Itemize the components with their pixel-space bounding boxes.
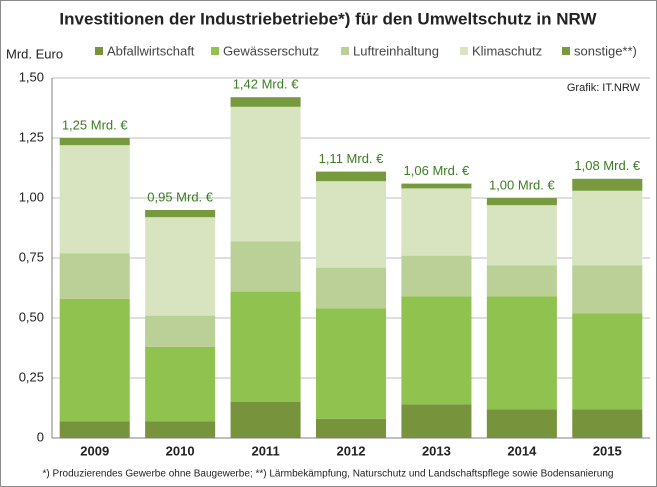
legend-label: Gewässerschutz (223, 43, 319, 58)
bar-segment (401, 188, 472, 256)
bar-segment (315, 308, 387, 419)
y-tick-label: 0,50 (19, 309, 44, 324)
bar-segment (59, 253, 130, 299)
bar-segment (315, 181, 387, 268)
bar-segment (401, 404, 472, 438)
y-tick-label: 0,75 (19, 249, 44, 264)
bar-segment (59, 421, 130, 438)
legend-swatch (341, 47, 349, 55)
x-tick-label: 2009 (80, 443, 109, 458)
legend-swatch (211, 47, 219, 55)
legend-label: Klimaschutz (472, 43, 542, 58)
bar-segment (572, 178, 643, 191)
total-label: 1,06 Mrd. € (404, 163, 471, 178)
x-tick-label: 2013 (422, 443, 451, 458)
total-label: 1,11 Mrd. € (319, 151, 385, 166)
bar-segment (401, 183, 472, 189)
total-label: 1,25 Mrd. € (62, 117, 129, 132)
bar-segment (486, 265, 557, 297)
bar-segment (59, 138, 130, 146)
footnote: *) Produzierendes Gewerbe ohne Baugewerb… (43, 469, 614, 480)
bar-segment (59, 145, 130, 254)
bar-segment (486, 296, 557, 410)
legend-swatch (460, 47, 468, 55)
bar-segment (401, 255, 472, 297)
x-tick-label: 2012 (337, 443, 366, 458)
bar-segment (315, 171, 387, 182)
y-tick-label: 1,25 (19, 129, 44, 144)
y-tick-label: 1,50 (19, 69, 44, 84)
total-label: 1,00 Mrd. € (489, 177, 556, 192)
bar-segment (401, 296, 472, 405)
bar-segment (486, 198, 557, 206)
bar-segment (145, 217, 216, 316)
total-label: 0,95 Mrd. € (147, 189, 214, 204)
source: Grafik: IT.NRW (567, 82, 641, 94)
bar-segment (572, 190, 643, 266)
bar-segment (230, 106, 301, 242)
bar-segment (315, 418, 387, 438)
bar-segment (145, 346, 216, 422)
x-tick-label: 2015 (593, 443, 622, 458)
bar-segment (486, 205, 557, 266)
legend-label: sonstige**) (574, 43, 637, 58)
legend-label: Abfallwirtschaft (107, 43, 195, 58)
bar-segment (230, 97, 301, 107)
bar-segment (572, 409, 643, 438)
x-tick-label: 2011 (251, 443, 279, 458)
y-tick-label: 0,25 (19, 369, 44, 384)
bar-segment (572, 265, 643, 314)
y-axis-label: Mrd. Euro (6, 46, 63, 61)
y-tick-label: 0 (37, 429, 44, 444)
bar-segment (59, 298, 130, 422)
bar-segment (315, 267, 387, 309)
legend-label: Luftreinhaltung (353, 43, 439, 58)
x-tick-label: 2014 (507, 443, 537, 458)
y-tick-label: 1,00 (19, 189, 44, 204)
total-label: 1,42 Mrd. € (233, 77, 300, 92)
x-tick-label: 2010 (166, 443, 195, 458)
total-label: 1,08 Mrd. € (574, 158, 641, 173)
bar-segment (145, 421, 216, 438)
legend-swatch (95, 47, 103, 55)
bar-segment (572, 313, 643, 410)
chart-title: Investitionen der Industriebetriebe*) fü… (59, 9, 597, 28)
bar-segment (230, 241, 301, 292)
bar-segment (145, 210, 216, 218)
bar-segment (486, 409, 557, 438)
bar-segment (145, 315, 216, 347)
bar-segment (230, 402, 301, 438)
legend-swatch (562, 47, 570, 55)
bar-segment (230, 291, 301, 402)
